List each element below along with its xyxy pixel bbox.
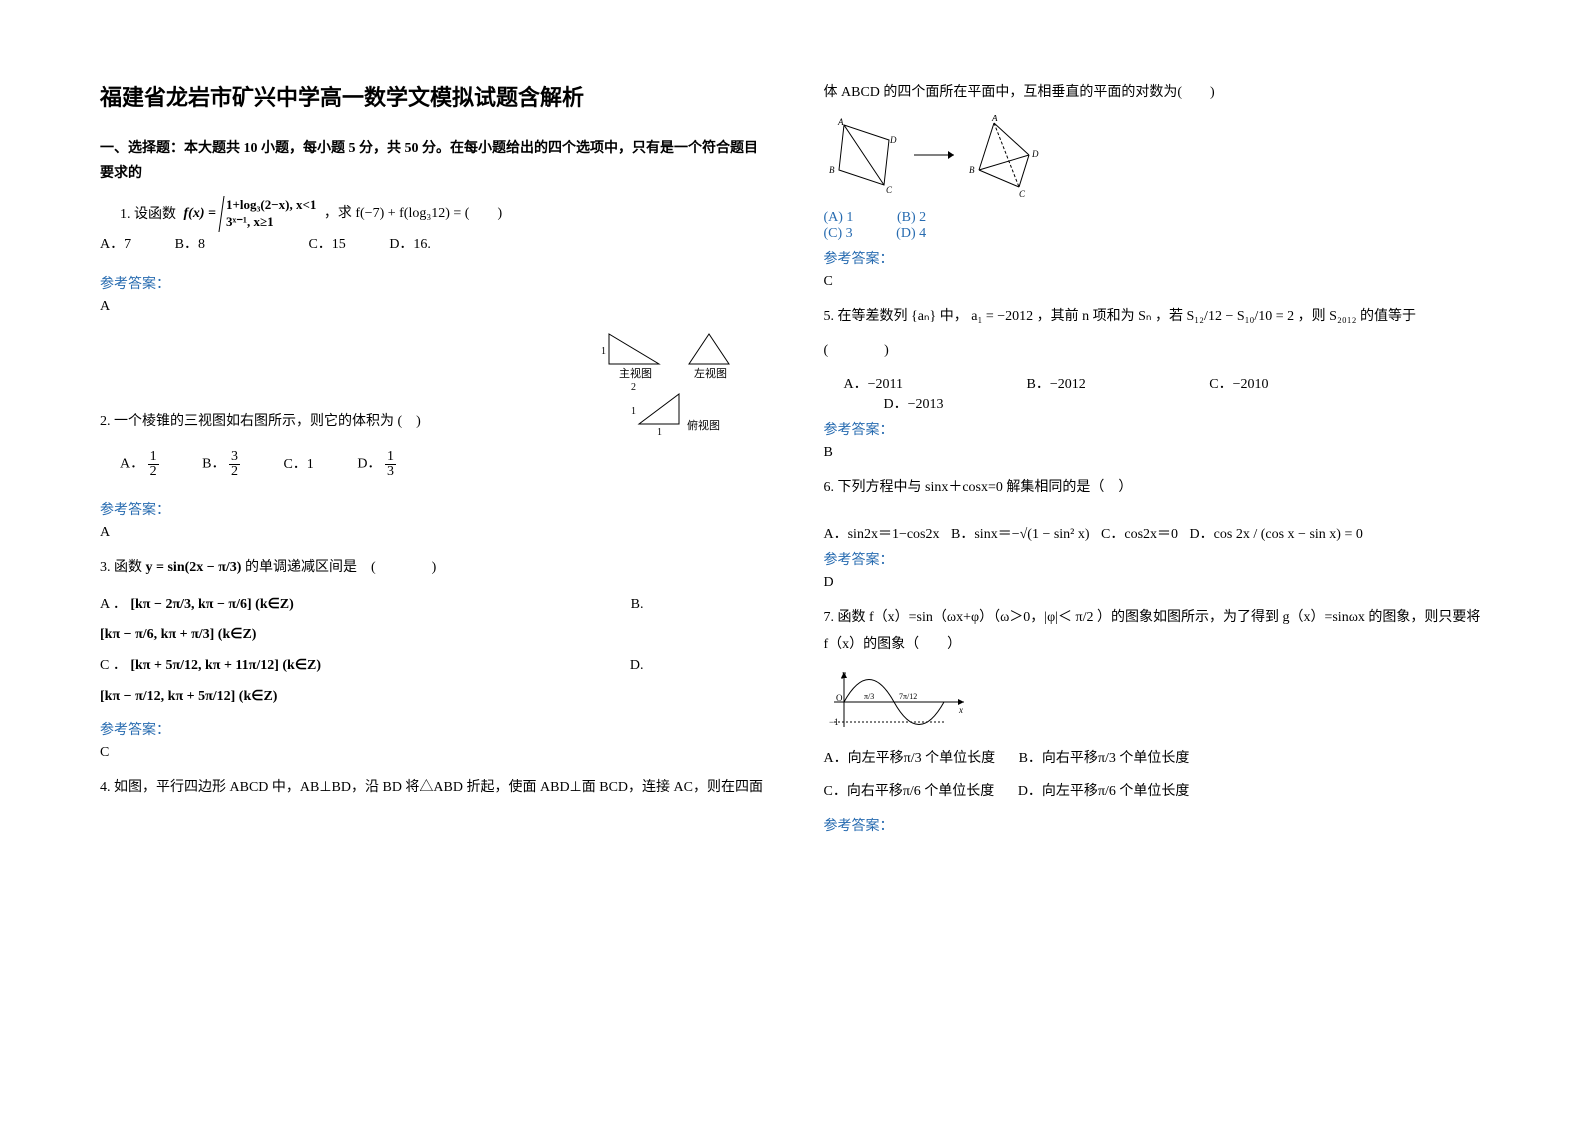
q4-answer-label: 参考答案： xyxy=(824,248,1488,268)
q1-optC: C．15 xyxy=(308,232,345,259)
question-3: 3. 函数 y = sin(2x − π/3) 的单调递减区间是 ( ) xyxy=(100,555,764,582)
question-5: 5. 在等差数列 {aₙ} 中， a₁ = −2012 ，其前 n 项和为 Sₙ… xyxy=(824,304,1488,331)
q1-optA: A．7 xyxy=(100,232,131,259)
q1-fx: f(x) = 1+log₃(2−x), x<1 3ˣ⁻¹, x≥1 xyxy=(184,196,317,232)
q4-figure: A D C B A B D C xyxy=(824,115,1488,210)
svg-text:C: C xyxy=(1019,189,1026,199)
svg-text:D: D xyxy=(1031,149,1039,159)
three-view-svg: 1 主视图 左视图 2 1 1 俯视图 xyxy=(589,329,759,439)
q2-views-figure: 1 主视图 左视图 2 1 1 俯视图 xyxy=(584,329,764,444)
q7-options: A．向左平移π/3 个单位长度 B．向右平移π/3 个单位长度 C．向右平移π/… xyxy=(824,742,1488,809)
svg-text:A: A xyxy=(837,117,844,127)
q1-answer-label: 参考答案： xyxy=(100,273,764,293)
q2-options: A． 1 2 B． 3 2 C．1 D． 1 3 xyxy=(100,450,764,479)
svg-text:−1: −1 xyxy=(829,717,839,727)
q7-figure: O −1 y x π/3 7π/12 xyxy=(824,667,1488,742)
q3-pre: 3. 函数 xyxy=(100,560,142,575)
q2-answer: A xyxy=(100,525,764,541)
q7-answer-label: 参考答案： xyxy=(824,815,1488,835)
svg-text:x: x xyxy=(958,705,963,715)
svg-text:C: C xyxy=(886,185,893,195)
q3-answer: C xyxy=(100,745,764,761)
svg-text:π/3: π/3 xyxy=(864,692,874,701)
right-column: 体 ABCD 的四个面所在平面中，互相垂直的平面的对数为( ) A D C B … xyxy=(824,80,1488,1082)
svg-text:O: O xyxy=(836,693,843,703)
page-title: 福建省龙岩市矿兴中学高一数学文模拟试题含解析 xyxy=(100,80,764,112)
question-2-row: 2. 一个棱锥的三视图如右图所示，则它的体积为 ( ) 1 主视图 左视图 2 … xyxy=(100,329,764,444)
q1-optB: B．8 xyxy=(175,232,205,259)
q6-answer: D xyxy=(824,575,1488,591)
q1-case1: 1+log₃(2−x), x<1 xyxy=(226,197,316,214)
question-7: 7. 函数 f（x）=sin（ωx+φ）（ω＞0，|φ|＜ π/2 ）的图象如图… xyxy=(824,605,1488,658)
svg-text:B: B xyxy=(829,165,835,175)
svg-text:B: B xyxy=(969,165,975,175)
svg-text:D: D xyxy=(889,135,897,145)
question-1: 1. 设函数 f(x) = 1+log₃(2−x), x<1 3ˣ⁻¹, x≥1… xyxy=(100,196,764,259)
svg-text:y: y xyxy=(841,669,846,679)
q3-optD-row: [kπ − π/12, kπ + 5π/12] (k∈Z) xyxy=(100,682,764,713)
q6-options: A．sin2x＝1−cos2x B．sinx＝−√(1 − sin² x) C．… xyxy=(824,523,1488,543)
q2-svg-num1: 1 xyxy=(601,346,606,357)
question-2: 2. 一个棱锥的三视图如右图所示，则它的体积为 ( ) xyxy=(100,409,584,436)
q1-num: 1. 设函数 xyxy=(100,207,176,222)
q6-answer-label: 参考答案： xyxy=(824,549,1488,569)
q1-answer: A xyxy=(100,299,764,315)
q1-fx-label: f(x) = xyxy=(184,207,216,222)
q3-optA-row: A ． [kπ − 2π/3, kπ − π/6] (k∈Z) B. xyxy=(100,590,764,621)
q2-answer-label: 参考答案： xyxy=(100,499,764,519)
q2-optA: A． 1 2 xyxy=(120,450,159,479)
q4-options: (A) 1 (B) 2 (C) 3 (D) 4 xyxy=(824,210,1488,242)
q2-optC: C．1 xyxy=(283,453,313,473)
q3-optC-row: C ． [kπ + 5π/12, kπ + 11π/12] (k∈Z) D. xyxy=(100,651,764,682)
q5-options: A．−2011 B．−2012 C．−2010 D．−2013 xyxy=(824,373,1488,413)
q2-svg-num4: 1 xyxy=(657,427,662,438)
left-column: 福建省龙岩市矿兴中学高一数学文模拟试题含解析 一、选择题：本大题共 10 小题，… xyxy=(100,80,764,1082)
q1-case2: 3ˣ⁻¹, x≥1 xyxy=(226,214,316,231)
q5-answer: B xyxy=(824,445,1488,461)
q5-answer-label: 参考答案： xyxy=(824,419,1488,439)
q3-answer-label: 参考答案： xyxy=(100,719,764,739)
q2-optB: B． 3 2 xyxy=(202,450,240,479)
q1-tail: ，求 f(−7) + f(log₃12) = ( ) xyxy=(324,207,502,222)
question-6: 6. 下列方程中与 sinx＋cosx=0 解集相同的是（ ） xyxy=(824,475,1488,502)
q3-formula: y = sin(2x − π/3) xyxy=(146,560,242,575)
svg-text:7π/12: 7π/12 xyxy=(899,692,917,701)
q2-svg-top: 俯视图 xyxy=(687,418,720,432)
q2-svg-main: 主视图 xyxy=(619,366,652,380)
q5-paren: ( ) xyxy=(824,338,1488,365)
q3-post: 的单调递减区间是 ( ) xyxy=(245,560,436,575)
q2-optD: D． 1 3 xyxy=(357,450,396,479)
q1-options: A．7 B．8 C．15 D．16. xyxy=(100,232,764,259)
q2-text: 2. 一个棱锥的三视图如右图所示，则它的体积为 ( ) xyxy=(100,414,421,429)
q1-optD: D．16. xyxy=(389,232,431,259)
question-4-line2: 体 ABCD 的四个面所在平面中，互相垂直的平面的对数为( ) xyxy=(824,80,1488,107)
section-1-header: 一、选择题：本大题共 10 小题，每小题 5 分，共 50 分。在每小题给出的四… xyxy=(100,136,764,186)
q4-answer: C xyxy=(824,274,1488,290)
question-4-line1: 4. 如图，平行四边形 ABCD 中，AB⊥BD，沿 BD 将△ABD 折起，使… xyxy=(100,775,764,802)
q3-optB-row: [kπ − π/6, kπ + π/3] (k∈Z) xyxy=(100,620,764,651)
q2-svg-num3: 1 xyxy=(631,406,636,417)
q2-svg-left: 左视图 xyxy=(694,366,727,380)
svg-text:A: A xyxy=(991,115,998,123)
q2-svg-num2: 2 xyxy=(631,382,636,393)
